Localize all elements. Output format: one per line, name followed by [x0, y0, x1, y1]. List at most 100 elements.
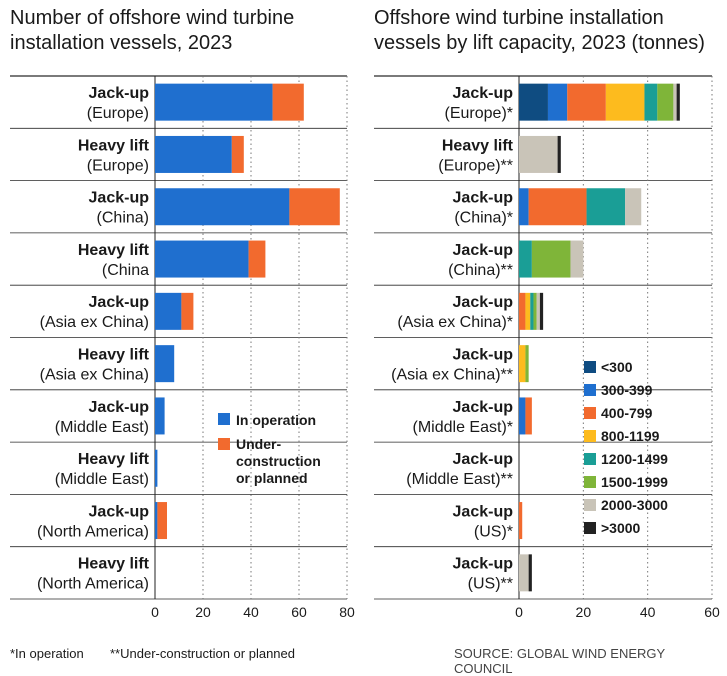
right-category-label-line2: (Europe)*: [445, 105, 513, 122]
left-bar-segment: [155, 135, 232, 173]
left-bar-segment: [155, 240, 249, 278]
right-legend-label: >3000: [601, 520, 641, 536]
right-category-label-line2: (China)**: [448, 262, 513, 279]
right-legend-swatch: [584, 407, 596, 419]
left-category-label-line2: (Asia ex China): [40, 367, 149, 384]
right-bar-segment: [525, 292, 531, 330]
left-category-label-line2: (Europe): [87, 157, 149, 174]
left-x-tick-label: 60: [291, 604, 307, 620]
left-legend-label-line: Under-: [236, 436, 281, 452]
left-bar-segment: [181, 292, 194, 330]
right-bar-segment: [519, 135, 558, 173]
left-x-tick-label: 20: [195, 604, 211, 620]
left-legend-swatch: [218, 438, 230, 450]
left-category-label-line1: Jack-up: [89, 190, 150, 207]
right-bar-segment: [533, 292, 537, 330]
left-category-label-line2: (China): [97, 210, 149, 227]
right-category-label-line1: Jack-up: [453, 399, 514, 416]
left-category-label-line1: Heavy lift: [78, 137, 150, 154]
left-category-label-line2: (Middle East): [55, 471, 149, 488]
footnote-in-operation: *In operation: [10, 646, 84, 661]
right-category-label-line2: (US)**: [468, 576, 513, 593]
right-legend-swatch: [584, 522, 596, 534]
right-bar-segment: [536, 292, 540, 330]
right-category-label-line1: Jack-up: [453, 556, 514, 573]
left-legend-label-line: construction: [236, 453, 321, 469]
right-bar-segment: [539, 292, 544, 330]
left-legend-label-line: or planned: [236, 470, 308, 486]
right-legend-label: 400-799: [601, 405, 653, 421]
left-bar-segment: [272, 83, 304, 121]
right-category-label-line1: Jack-up: [453, 451, 514, 468]
right-category-label-line2: (Asia ex China)*: [397, 314, 513, 331]
right-category-label-line2: (Europe)**: [438, 157, 513, 174]
left-category-label-line1: Heavy lift: [78, 242, 150, 259]
source-note: SOURCE: GLOBAL WIND ENERGY COUNCIL: [454, 646, 665, 676]
left-category-label-line2: (Europe): [87, 105, 149, 122]
right-legend-swatch: [584, 453, 596, 465]
left-bar-segment: [155, 83, 273, 121]
right-category-label-line1: Jack-up: [453, 347, 514, 364]
left-bar-segment: [289, 188, 340, 226]
right-chart-title: Offshore wind turbine installation vesse…: [374, 7, 705, 54]
right-bar-segment: [557, 135, 561, 173]
right-category-label-line1: Jack-up: [453, 190, 514, 207]
footnote-planned: **Under-construction or planned: [110, 646, 295, 661]
right-bar-segment: [673, 83, 677, 121]
right-bar-segment: [530, 292, 534, 330]
right-legend-swatch: [584, 361, 596, 373]
left-legend-swatch: [218, 413, 230, 425]
left-category-label-line1: Heavy lift: [78, 347, 150, 364]
right-bar-segment: [570, 240, 584, 278]
right-category-label-line1: Heavy lift: [442, 137, 514, 154]
left-category-label-line1: Jack-up: [89, 294, 150, 311]
left-x-tick-label: 40: [243, 604, 259, 620]
left-category-label-line1: Jack-up: [89, 399, 150, 416]
left-bar-segment: [155, 397, 165, 435]
right-category-label-line2: (Middle East)*: [413, 419, 513, 436]
right-category-label-line1: Jack-up: [453, 503, 514, 520]
left-category-label-line1: Jack-up: [89, 503, 150, 520]
left-x-tick-label: 0: [151, 604, 159, 620]
right-bar-segment: [519, 554, 529, 592]
left-legend-label: Under-construction or planned: [236, 436, 321, 486]
right-bar-segment: [528, 188, 587, 226]
left-category-label-line2: (North America): [37, 523, 149, 540]
left-category-label-line2: (China: [102, 262, 149, 279]
right-bar-segment: [525, 397, 532, 435]
right-x-tick-label: 40: [640, 604, 656, 620]
left-bar-segment: [155, 502, 158, 540]
right-legend-label: 300-399: [601, 382, 653, 398]
right-category-label-line2: (Asia ex China)**: [391, 367, 513, 384]
right-x-tick-label: 20: [576, 604, 592, 620]
right-bar-segment: [605, 83, 645, 121]
right-legend-swatch: [584, 476, 596, 488]
right-legend-swatch: [584, 384, 596, 396]
right-bar-segment: [519, 240, 532, 278]
right-bar-segment: [519, 397, 526, 435]
right-category-label-line1: Jack-up: [453, 294, 514, 311]
left-chart-title: Number of offshore wind turbine installa…: [10, 7, 295, 54]
left-category-label-line1: Heavy lift: [78, 556, 150, 573]
left-bar-segment: [157, 502, 167, 540]
right-bar-segment: [644, 83, 658, 121]
right-bar-segment: [547, 83, 568, 121]
left-category-label-line2: (Asia ex China): [40, 314, 149, 331]
right-legend-label: <300: [601, 359, 633, 375]
right-bar-segment: [525, 345, 529, 383]
right-category-label-line1: Jack-up: [453, 85, 514, 102]
right-legend-label: 1500-1999: [601, 474, 668, 490]
right-bar-segment: [528, 554, 532, 592]
left-bar-segment: [155, 292, 182, 330]
right-category-label-line2: (Middle East)**: [406, 471, 513, 488]
right-bar-segment: [676, 83, 680, 121]
left-category-label-line1: Heavy lift: [78, 451, 150, 468]
right-legend-swatch: [584, 430, 596, 442]
right-bar-segment: [531, 240, 571, 278]
right-bar-segment: [567, 83, 606, 121]
right-bar-segment: [519, 292, 526, 330]
right-bar-segment: [519, 83, 548, 121]
right-legend-label: 800-1199: [601, 428, 660, 444]
right-bar-segment: [519, 188, 529, 226]
